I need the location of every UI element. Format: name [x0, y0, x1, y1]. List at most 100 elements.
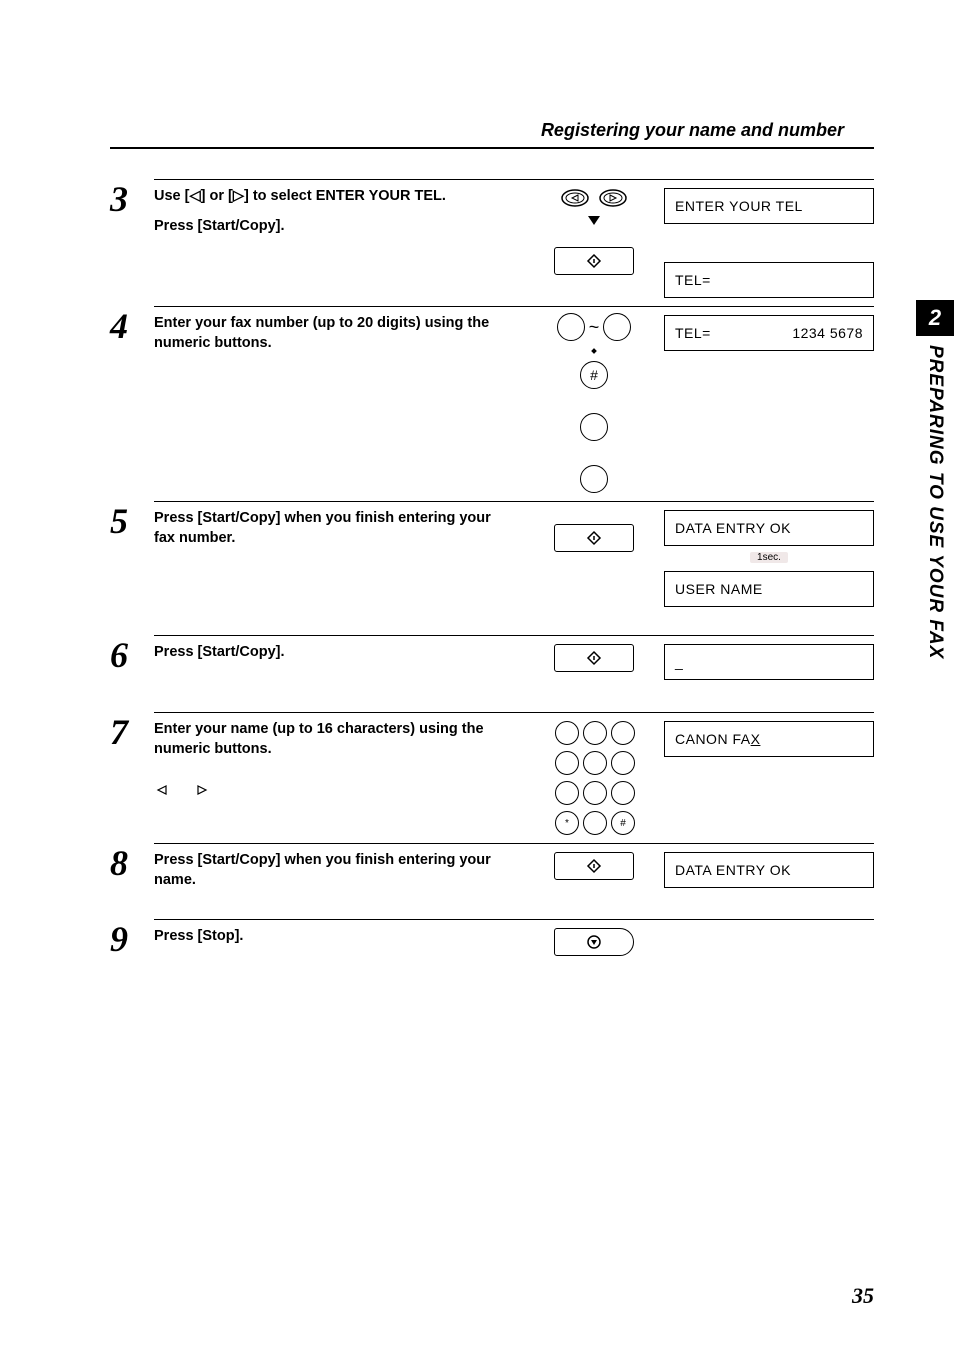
step-number: 5 — [110, 501, 154, 539]
start-diamond-icon — [586, 858, 602, 874]
step-number: 9 — [110, 919, 154, 957]
delay-label: 1sec. — [750, 552, 788, 563]
step-sub-text: Press [Start/Copy]. — [154, 216, 514, 236]
keypad-key-icon — [555, 721, 579, 745]
start-diamond-icon — [586, 530, 602, 546]
left-arrow-icon — [560, 188, 590, 208]
lcd-display: USER NAME — [664, 571, 874, 607]
step-icons — [524, 186, 664, 298]
start-diamond-icon — [586, 253, 602, 269]
lcd-text: CANON FA — [675, 731, 751, 747]
step-icons — [524, 642, 664, 680]
arrow-buttons — [560, 188, 628, 208]
hash-key-icon: # — [611, 811, 635, 835]
right-arrow-icon — [598, 188, 628, 208]
step-main-text: Press [Stop]. — [154, 926, 514, 946]
lcd-display: TEL= 1234 5678 — [664, 315, 874, 351]
arrow-hints — [154, 780, 514, 800]
keypad-key-icon — [611, 781, 635, 805]
left-triangle-icon — [154, 784, 170, 796]
step-text: Press [Stop]. — [154, 926, 524, 956]
step-text: Enter your fax number (up to 20 digits) … — [154, 313, 524, 493]
step-6: 6 Press [Start/Copy]. _ — [110, 635, 874, 680]
lcd-text-right: 1234 5678 — [792, 325, 863, 341]
start-copy-button — [554, 524, 634, 552]
lcd-display: DATA ENTRY OK — [664, 510, 874, 546]
step-8: 8 Press [Start/Copy] when you finish ent… — [110, 843, 874, 891]
step-main-text: Press [Start/Copy]. — [154, 642, 514, 662]
lcd-display: _ — [664, 644, 874, 680]
step-main-text: Use [◁] or [▷] to select ENTER YOUR TEL. — [154, 186, 514, 206]
step-number: 6 — [110, 635, 154, 673]
right-triangle-icon — [194, 784, 210, 796]
lcd-displays: TEL= 1234 5678 — [664, 313, 874, 493]
lcd-displays — [664, 926, 874, 956]
start-copy-button — [554, 852, 634, 880]
step-text: Press [Start/Copy] when you finish enter… — [154, 508, 524, 607]
manual-page: Registering your name and number 2 PREPA… — [0, 0, 954, 1349]
step-3: 3 Use [◁] or [▷] to select ENTER YOUR TE… — [110, 179, 874, 298]
lcd-text: USER NAME — [675, 581, 763, 597]
step-icons — [524, 508, 664, 607]
step-5: 5 Press [Start/Copy] when you finish ent… — [110, 501, 874, 607]
start-copy-button — [554, 247, 634, 275]
step-main-text: Enter your name (up to 16 characters) us… — [154, 719, 514, 760]
down-triangle-icon — [588, 216, 600, 225]
lcd-text: TEL= — [675, 272, 711, 288]
lcd-text: ENTER YOUR TEL — [675, 198, 803, 214]
lcd-display: ENTER YOUR TEL — [664, 188, 874, 224]
star-key-icon: * — [555, 811, 579, 835]
chapter-tab: 2 — [916, 300, 954, 336]
chapter-side-title: PREPARING TO USE YOUR FAX — [924, 345, 946, 659]
step-main-text: Press [Start/Copy] when you finish enter… — [154, 850, 514, 891]
header-section-title: Registering your name and number — [110, 120, 874, 141]
diamond-icon — [591, 348, 597, 354]
numeric-key-icon — [580, 413, 608, 441]
lcd-displays: _ — [664, 642, 874, 680]
step-text: Press [Start/Copy] when you finish enter… — [154, 850, 524, 891]
keypad-key-icon — [555, 781, 579, 805]
lcd-text-cursor: X — [751, 731, 761, 747]
keypad-key-icon — [583, 721, 607, 745]
start-diamond-icon — [586, 650, 602, 666]
step-7: 7 Enter your name (up to 16 characters) … — [110, 712, 874, 835]
stop-button — [554, 928, 634, 956]
lcd-displays: DATA ENTRY OK — [664, 850, 874, 891]
keypad-key-icon — [611, 751, 635, 775]
step-main-text: Enter your fax number (up to 20 digits) … — [154, 313, 514, 354]
keypad-key-icon — [583, 781, 607, 805]
lcd-display: CANON FAX — [664, 721, 874, 757]
lcd-text: DATA ENTRY OK — [675, 862, 791, 878]
lcd-display: DATA ENTRY OK — [664, 852, 874, 888]
lcd-displays: ENTER YOUR TEL TEL= — [664, 186, 874, 298]
step-text: Use [◁] or [▷] to select ENTER YOUR TEL.… — [154, 186, 524, 298]
numeric-key-icon — [557, 313, 585, 341]
step-icons — [524, 850, 664, 891]
step-icons — [524, 926, 664, 956]
step-icons: ~ # — [524, 313, 664, 493]
keypad-icon: *# — [555, 721, 633, 835]
lcd-text-left: TEL= — [675, 325, 711, 341]
lcd-text: _ — [675, 654, 683, 670]
lcd-text: DATA ENTRY OK — [675, 520, 791, 536]
page-number: 35 — [852, 1283, 874, 1309]
keypad-key-icon — [555, 751, 579, 775]
numeric-key-icon — [580, 465, 608, 493]
start-copy-button — [554, 644, 634, 672]
numeric-key-icon — [603, 313, 631, 341]
header-rule — [110, 147, 874, 149]
step-icons: *# — [524, 719, 664, 835]
lcd-display: TEL= — [664, 262, 874, 298]
step-4: 4 Enter your fax number (up to 20 digits… — [110, 306, 874, 493]
step-number: 3 — [110, 179, 154, 217]
lcd-displays: CANON FAX — [664, 719, 874, 835]
step-text: Press [Start/Copy]. — [154, 642, 524, 680]
step-number: 7 — [110, 712, 154, 750]
keypad-key-icon — [583, 751, 607, 775]
step-text: Enter your name (up to 16 characters) us… — [154, 719, 524, 835]
hash-key-icon: # — [580, 361, 608, 389]
keypad-key-icon — [611, 721, 635, 745]
step-number: 4 — [110, 306, 154, 344]
stop-icon — [586, 934, 602, 950]
step-number: 8 — [110, 843, 154, 881]
